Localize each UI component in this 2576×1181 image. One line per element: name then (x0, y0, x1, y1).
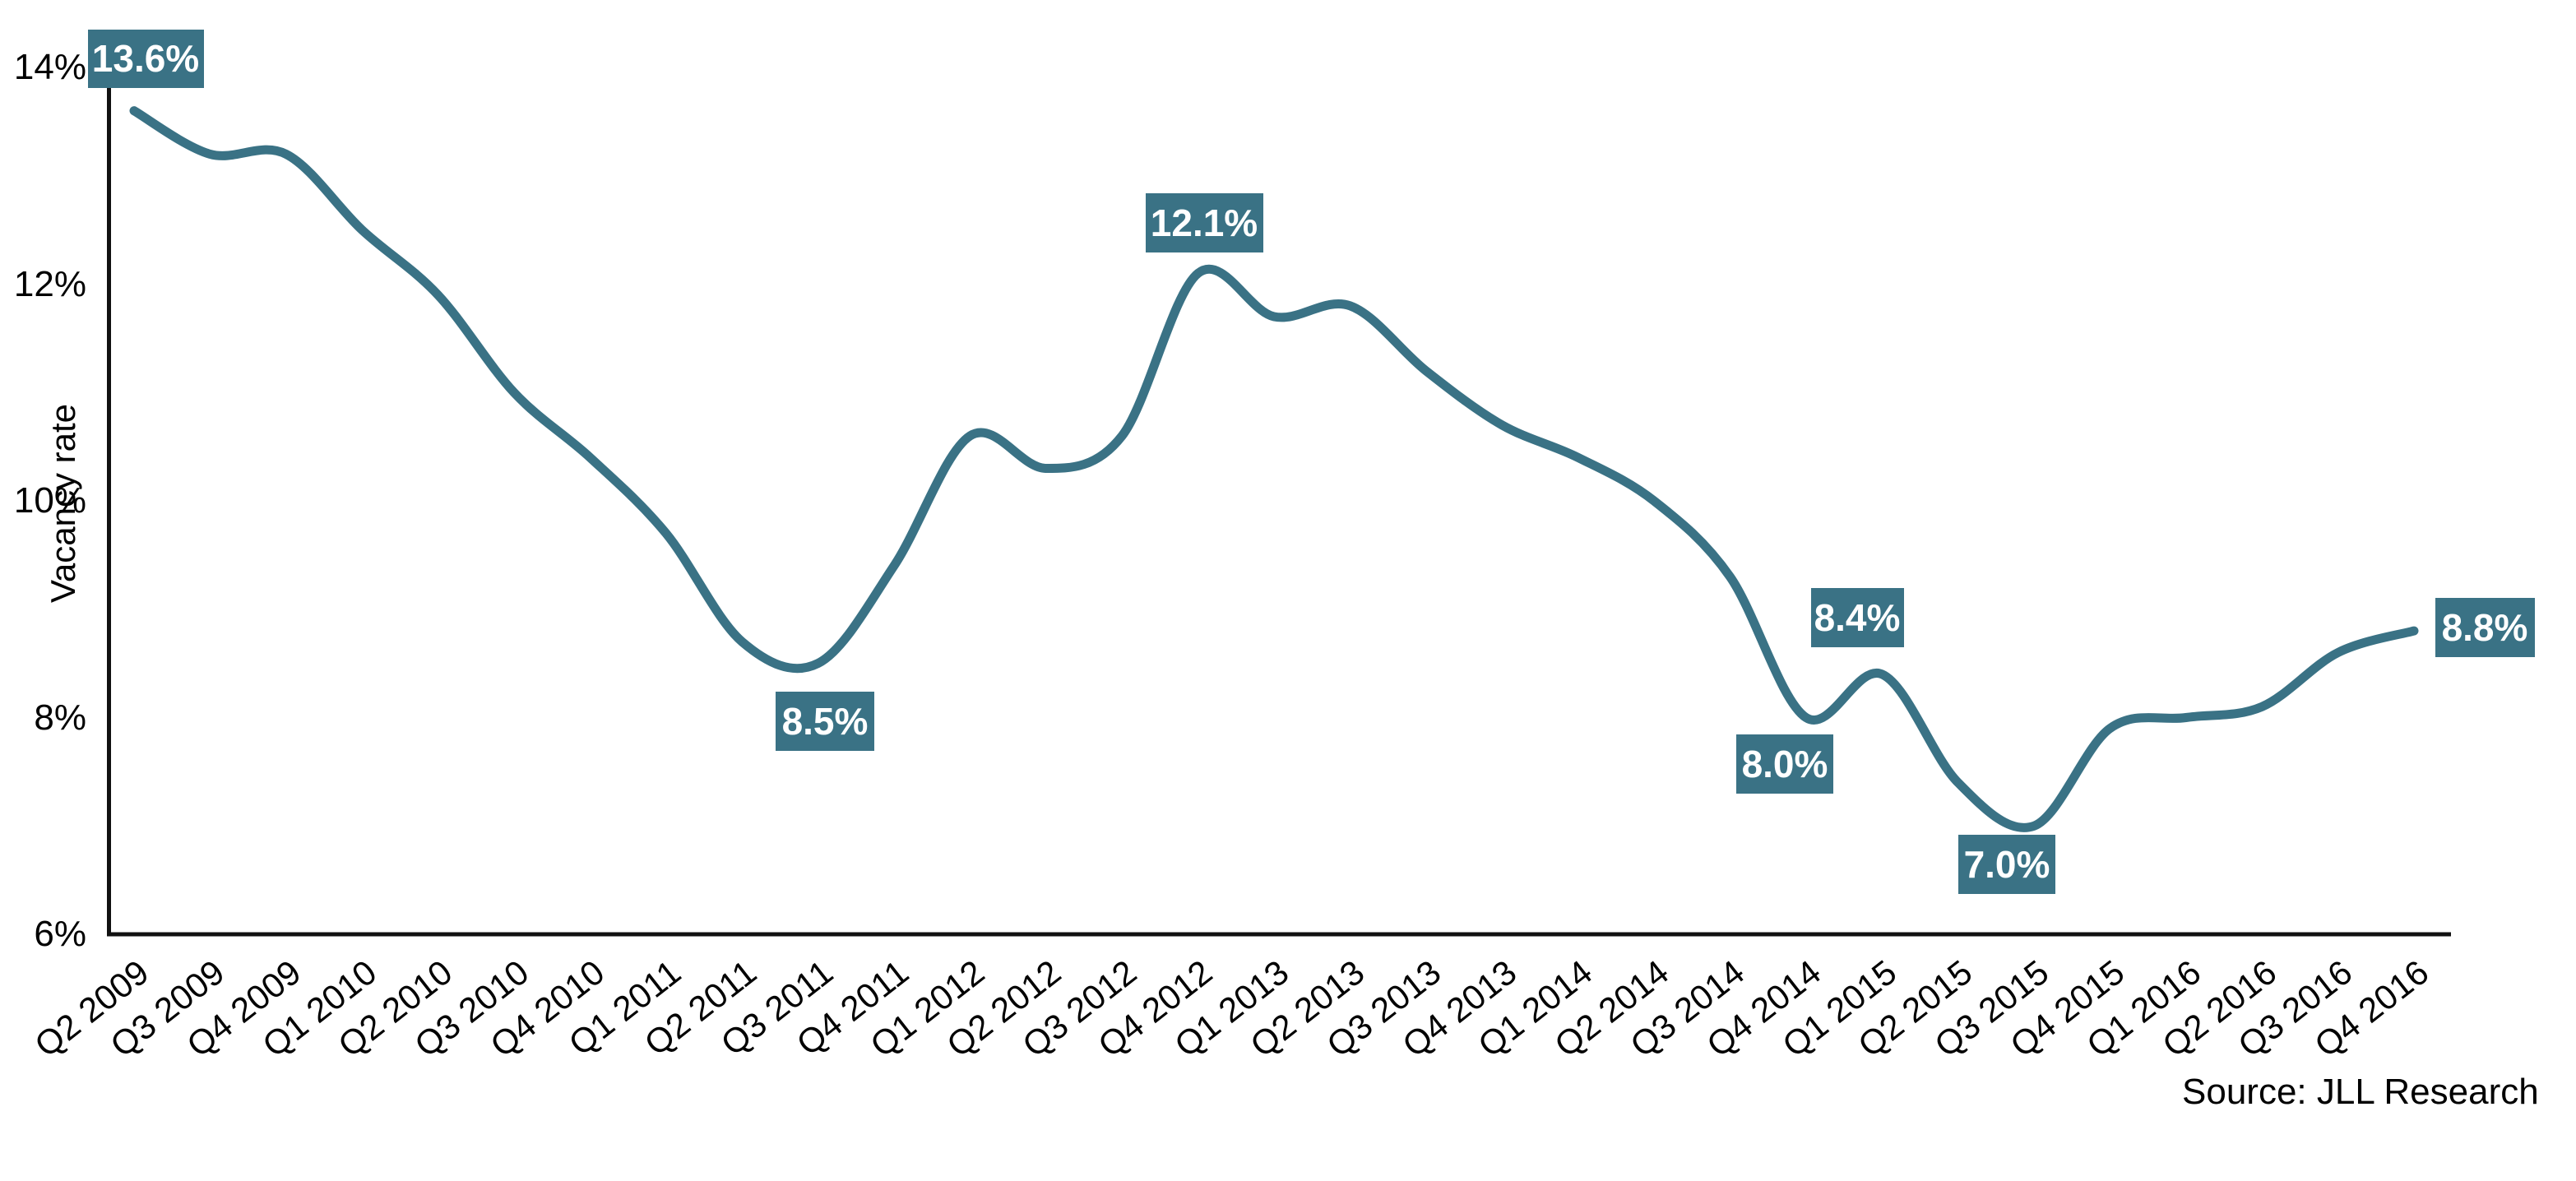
y-tick-label: 12% (13, 263, 86, 304)
data-callout: 12.1% (1145, 193, 1263, 252)
data-callout: 8.8% (2435, 598, 2535, 657)
data-callout: 8.5% (776, 692, 874, 751)
data-callout: 8.0% (1736, 734, 1833, 794)
vacancy-rate-line (129, 106, 2419, 832)
y-tick-label: 10% (13, 480, 86, 521)
y-tick-label: 6% (34, 914, 86, 954)
source-note: Source: JLL Research (2182, 1072, 2539, 1112)
data-callout: 13.6% (87, 29, 204, 88)
y-tick-label: 14% (13, 47, 86, 87)
data-callout: 7.0% (1958, 835, 2055, 894)
data-callout: 8.4% (1810, 588, 1904, 647)
y-tick-label: 8% (34, 697, 86, 738)
